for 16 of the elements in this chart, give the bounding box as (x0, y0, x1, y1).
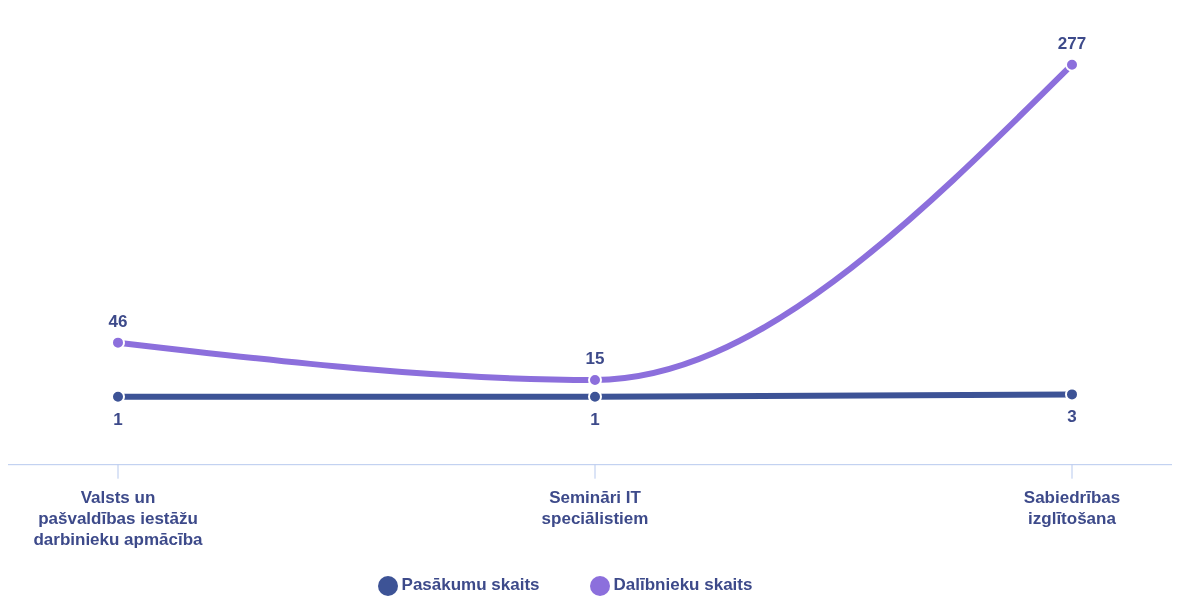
point (1065, 57, 1079, 72)
x-tick-label: Semināri IT speciālistiem (541, 487, 649, 528)
point (111, 389, 125, 404)
x-tick-label: Sabiedrības izglītošana (1023, 487, 1121, 528)
data-label: 1 (590, 409, 600, 429)
data-label: 277 (1057, 33, 1087, 53)
point (588, 389, 602, 404)
x-tick-label: Valsts un pašvaldības iestāžu darbinieku apmācība (33, 487, 204, 549)
data-label: 15 (585, 348, 605, 368)
data-label: 46 (108, 311, 128, 331)
legend-label: Dalībnieku skaits (613, 574, 753, 594)
data-label: 1 (113, 409, 123, 429)
data-label: 3 (1067, 407, 1077, 427)
point (1065, 387, 1079, 402)
legend-label: Pasākumu skaits (401, 574, 540, 594)
point (111, 335, 125, 350)
